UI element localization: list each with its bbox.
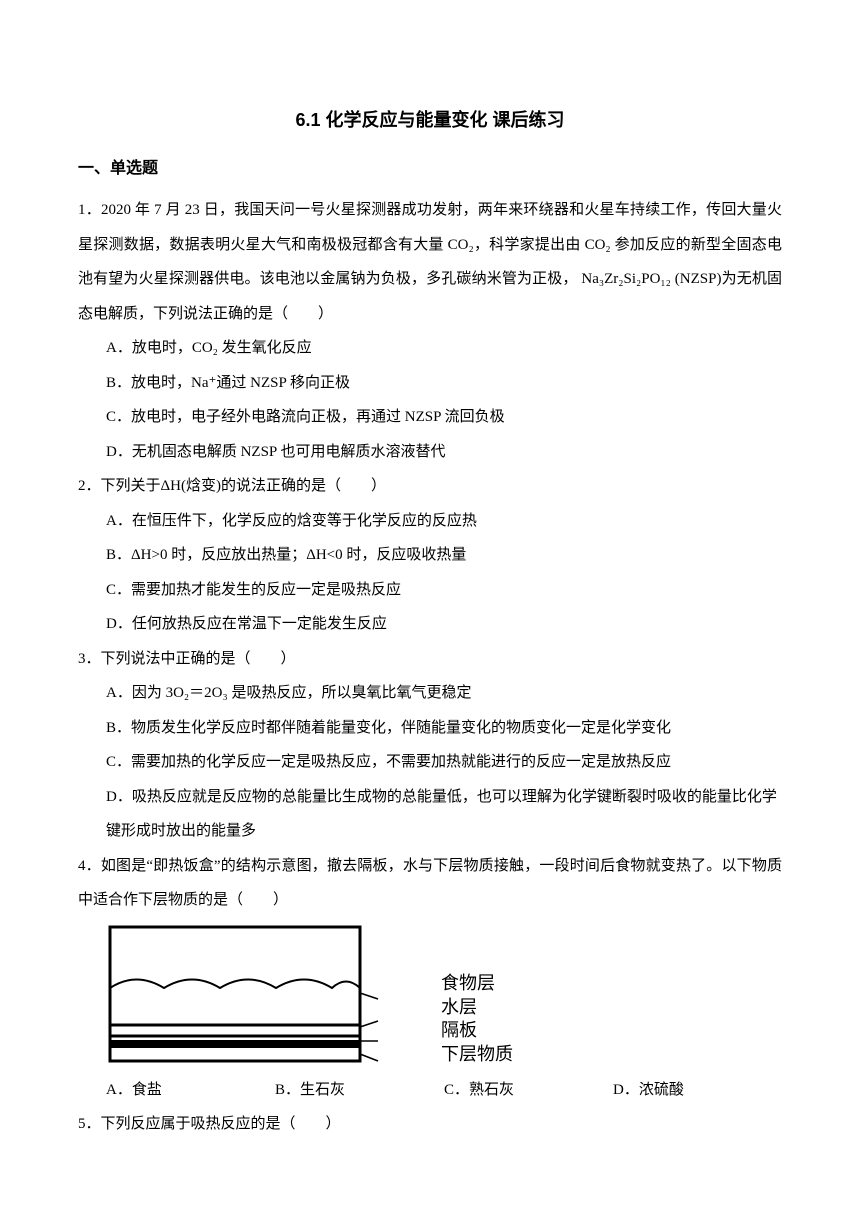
- page-title: 6.1 化学反应与能量变化 课后练习: [78, 100, 782, 141]
- q1-stem: 1．2020 年 7 月 23 日，我国天问一号火星探测器成功发射，两年来环绕器…: [78, 193, 782, 331]
- q2-stem: 2．下列关于ΔH(焓变)的说法正确的是（ ）: [78, 469, 782, 504]
- diagram-container: 食物层 水层 隔板 下层物质: [78, 923, 782, 1068]
- q3-option-b: B．物质发生化学反应时都伴随着能量变化，伴随能量变化的物质变化一定是化学变化: [78, 711, 782, 746]
- label-food-layer: 食物层: [441, 972, 513, 995]
- q2-option-d: D．任何放热反应在常温下一定能发生反应: [78, 607, 782, 642]
- q2-option-a: A．在恒压件下，化学反应的焓变等于化学反应的反应热: [78, 504, 782, 539]
- q4-option-a: A．食盐: [106, 1073, 275, 1108]
- q3-option-c: C．需要加热的化学反应一定是吸热反应，不需要加热就能进行的反应一定是放热反应: [78, 745, 782, 780]
- q1-option-a: A．放电时，CO₂ 发生氧化反应: [78, 331, 782, 366]
- q4-options-row: A．食盐 B．生石灰 C．熟石灰 D．浓硫酸: [78, 1073, 782, 1108]
- q4-option-c: C．熟石灰: [444, 1073, 613, 1108]
- q1-option-c: C．放电时，电子经外电路流向正极，再通过 NZSP 流回负极: [78, 400, 782, 435]
- label-bottom-layer: 下层物质: [441, 1043, 513, 1066]
- q2-option-b: B．ΔH>0 时，反应放出热量；ΔH<0 时，反应吸收热量: [78, 538, 782, 573]
- q3-option-d: D．吸热反应就是反应物的总能量比生成物的总能量低，也可以理解为化学键断裂时吸收的…: [78, 780, 782, 849]
- q1-option-b: B．放电时，Na⁺通过 NZSP 移向正极: [78, 366, 782, 401]
- diagram-labels: 食物层 水层 隔板 下层物质: [441, 972, 513, 1066]
- label-separator: 隔板: [441, 1019, 513, 1042]
- q4-option-b: B．生石灰: [275, 1073, 444, 1108]
- q3-stem: 3．下列说法中正确的是（ ）: [78, 642, 782, 677]
- label-water-layer: 水层: [441, 996, 513, 1019]
- section-heading: 一、单选题: [78, 151, 782, 188]
- q2-option-c: C．需要加热才能发生的反应一定是吸热反应: [78, 573, 782, 608]
- q1-option-d: D．无机固态电解质 NZSP 也可用电解质水溶液替代: [78, 435, 782, 470]
- q4-stem: 4．如图是“即热饭盒”的结构示意图，撤去隔板，水与下层物质接触，一段时间后食物就…: [78, 849, 782, 918]
- q5-stem: 5．下列反应属于吸热反应的是（ ）: [78, 1107, 782, 1142]
- q3-option-a: A．因为 3O₂＝2O₃ 是吸热反应，所以臭氧比氧气更稳定: [78, 676, 782, 711]
- q4-option-d: D．浓硫酸: [613, 1073, 782, 1108]
- heating-box-svg: [106, 923, 441, 1068]
- heating-box-diagram: 食物层 水层 隔板 下层物质: [106, 923, 782, 1068]
